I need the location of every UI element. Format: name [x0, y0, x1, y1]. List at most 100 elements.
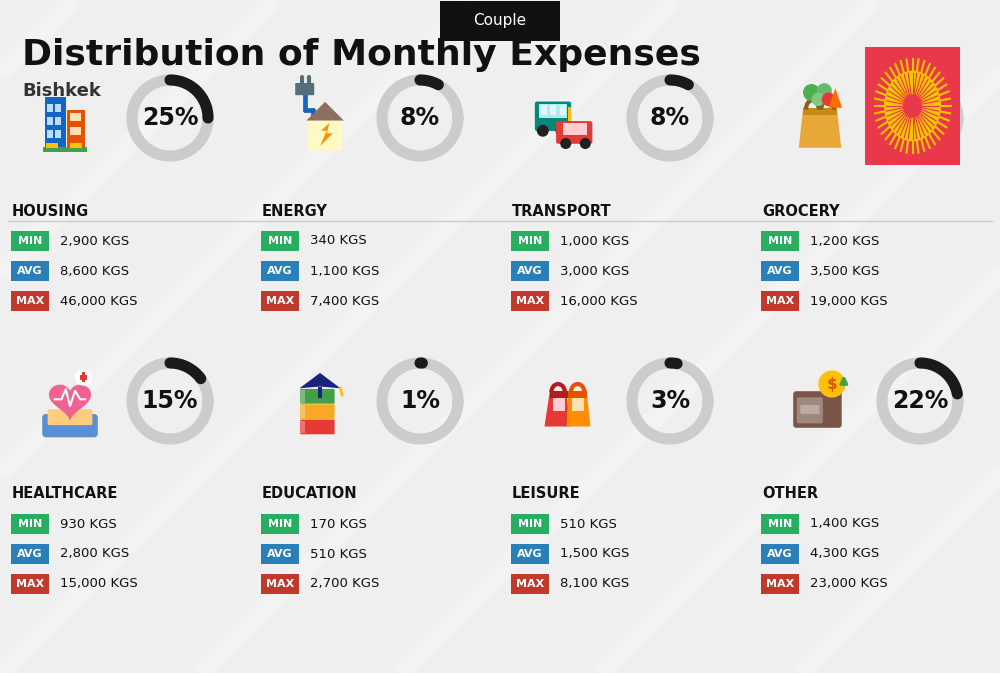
FancyBboxPatch shape — [511, 261, 549, 281]
Text: 1%: 1% — [400, 389, 440, 413]
FancyBboxPatch shape — [761, 544, 799, 564]
FancyBboxPatch shape — [539, 104, 567, 118]
Polygon shape — [308, 104, 342, 150]
Text: 18%: 18% — [892, 106, 948, 130]
Text: GROCERY: GROCERY — [762, 203, 840, 219]
Text: 46,000 KGS: 46,000 KGS — [60, 295, 138, 308]
FancyBboxPatch shape — [572, 398, 584, 411]
FancyBboxPatch shape — [511, 574, 549, 594]
Circle shape — [803, 84, 820, 101]
FancyBboxPatch shape — [11, 574, 49, 594]
FancyBboxPatch shape — [761, 291, 799, 311]
Text: MAX: MAX — [16, 579, 44, 589]
Text: MAX: MAX — [516, 579, 544, 589]
FancyBboxPatch shape — [261, 544, 299, 564]
FancyBboxPatch shape — [761, 574, 799, 594]
Circle shape — [903, 94, 922, 118]
Text: 3,000 KGS: 3,000 KGS — [560, 264, 629, 277]
Text: 2,900 KGS: 2,900 KGS — [60, 234, 129, 248]
Text: AVG: AVG — [767, 549, 793, 559]
FancyBboxPatch shape — [55, 117, 61, 125]
FancyBboxPatch shape — [300, 419, 335, 434]
Text: MAX: MAX — [266, 296, 294, 306]
Polygon shape — [567, 392, 590, 427]
Text: Distribution of Monthly Expenses: Distribution of Monthly Expenses — [22, 38, 701, 72]
Text: AVG: AVG — [17, 266, 43, 276]
FancyBboxPatch shape — [761, 231, 799, 251]
Text: 22%: 22% — [892, 389, 948, 413]
Text: 170 KGS: 170 KGS — [310, 518, 367, 530]
FancyBboxPatch shape — [67, 110, 85, 148]
Text: MIN: MIN — [518, 236, 542, 246]
Text: 23,000 KGS: 23,000 KGS — [810, 577, 888, 590]
FancyBboxPatch shape — [541, 105, 547, 116]
FancyBboxPatch shape — [511, 291, 549, 311]
FancyBboxPatch shape — [568, 391, 587, 398]
FancyBboxPatch shape — [70, 127, 81, 135]
Text: Bishkek: Bishkek — [22, 82, 101, 100]
Text: ENERGY: ENERGY — [262, 203, 328, 219]
FancyBboxPatch shape — [511, 514, 549, 534]
FancyBboxPatch shape — [300, 404, 335, 419]
Circle shape — [537, 125, 549, 137]
FancyBboxPatch shape — [42, 414, 98, 437]
FancyBboxPatch shape — [55, 104, 61, 112]
Text: MIN: MIN — [518, 519, 542, 529]
Text: MAX: MAX — [766, 296, 794, 306]
FancyBboxPatch shape — [261, 514, 299, 534]
FancyBboxPatch shape — [511, 231, 549, 251]
Text: MIN: MIN — [768, 519, 792, 529]
FancyBboxPatch shape — [55, 130, 61, 137]
FancyBboxPatch shape — [800, 405, 819, 414]
FancyBboxPatch shape — [761, 514, 799, 534]
Text: AVG: AVG — [17, 549, 43, 559]
FancyBboxPatch shape — [295, 83, 314, 95]
Text: 8,100 KGS: 8,100 KGS — [560, 577, 629, 590]
Circle shape — [75, 369, 92, 386]
Text: MIN: MIN — [18, 519, 42, 529]
FancyBboxPatch shape — [46, 143, 58, 148]
Text: 8%: 8% — [650, 106, 690, 130]
Polygon shape — [544, 392, 570, 427]
Text: AVG: AVG — [767, 266, 793, 276]
Text: 340 KGS: 340 KGS — [310, 234, 367, 248]
FancyBboxPatch shape — [261, 291, 299, 311]
Circle shape — [556, 125, 567, 137]
FancyBboxPatch shape — [11, 291, 49, 311]
FancyBboxPatch shape — [47, 130, 53, 137]
Text: 3%: 3% — [650, 389, 690, 413]
Polygon shape — [306, 102, 344, 120]
Text: AVG: AVG — [517, 266, 543, 276]
Text: 15,000 KGS: 15,000 KGS — [60, 577, 138, 590]
FancyBboxPatch shape — [11, 514, 49, 534]
Circle shape — [817, 83, 832, 98]
Text: MIN: MIN — [18, 236, 42, 246]
Text: MIN: MIN — [268, 236, 292, 246]
Polygon shape — [300, 373, 340, 388]
FancyBboxPatch shape — [440, 1, 560, 41]
Polygon shape — [799, 110, 841, 148]
Text: OTHER: OTHER — [762, 487, 818, 501]
Text: 2,700 KGS: 2,700 KGS — [310, 577, 379, 590]
Text: MAX: MAX — [266, 579, 294, 589]
Text: 1,000 KGS: 1,000 KGS — [560, 234, 629, 248]
Text: MAX: MAX — [766, 579, 794, 589]
FancyBboxPatch shape — [80, 375, 87, 380]
Text: Couple: Couple — [473, 13, 527, 28]
Text: MAX: MAX — [16, 296, 44, 306]
FancyBboxPatch shape — [301, 421, 305, 433]
Text: 8,600 KGS: 8,600 KGS — [60, 264, 129, 277]
Text: AVG: AVG — [267, 549, 293, 559]
FancyBboxPatch shape — [560, 105, 566, 116]
FancyBboxPatch shape — [261, 574, 299, 594]
FancyBboxPatch shape — [261, 231, 299, 251]
Circle shape — [884, 71, 941, 141]
Text: 19,000 KGS: 19,000 KGS — [810, 295, 888, 308]
FancyBboxPatch shape — [550, 391, 568, 398]
Text: 15%: 15% — [142, 389, 198, 413]
FancyBboxPatch shape — [556, 121, 592, 144]
FancyBboxPatch shape — [11, 544, 49, 564]
Text: MIN: MIN — [268, 519, 292, 529]
Circle shape — [822, 92, 835, 106]
FancyBboxPatch shape — [568, 107, 571, 120]
